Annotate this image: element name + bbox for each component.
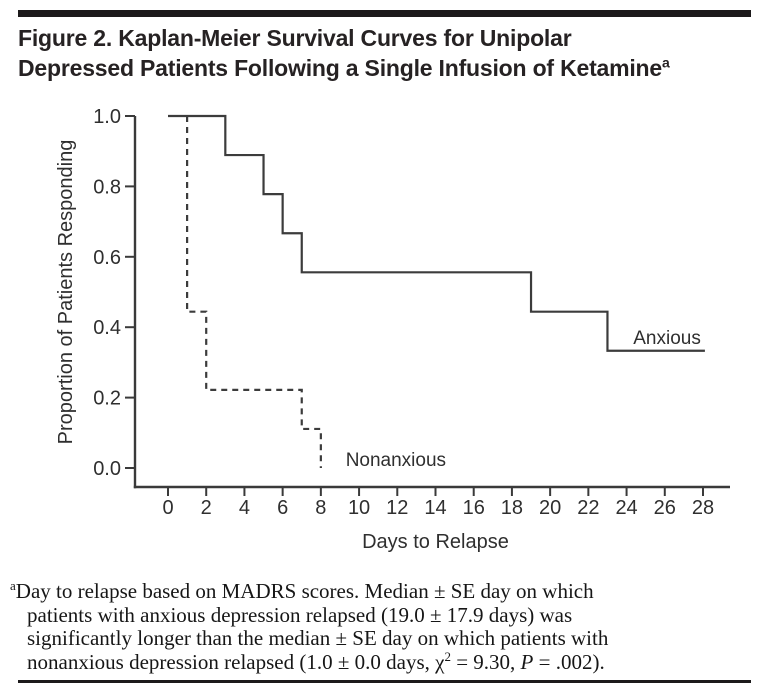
footnote-text-run: Day to relapse based on MADRS scores. Me… xyxy=(15,579,594,603)
series-anxious-curve xyxy=(168,114,705,352)
x-tick-label: 14 xyxy=(424,497,446,519)
x-tick-label: 28 xyxy=(692,497,714,519)
figure-footnote: aDay to relapse based on MADRS scores. M… xyxy=(10,578,758,675)
x-tick-label: 24 xyxy=(615,497,637,519)
figure-title: Figure 2. Kaplan-Meier Survival Curves f… xyxy=(18,24,763,83)
top-rule xyxy=(18,10,751,17)
x-tick-label: 16 xyxy=(463,497,485,519)
series-anxious-label: Anxious xyxy=(633,328,701,349)
footnote-text-run: a xyxy=(10,578,16,593)
x-tick-label: 26 xyxy=(654,497,676,519)
x-tick-label: 8 xyxy=(315,497,326,519)
x-tick-label: 18 xyxy=(501,497,523,519)
footnote-text-run: nonanxious depression relapsed (1.0 ± 0.… xyxy=(27,649,445,674)
x-tick-label: 6 xyxy=(277,497,288,519)
figure-title-line2: Depressed Patients Following a Single In… xyxy=(18,54,763,84)
footnote-line: nonanxious depression relapsed (1.0 ± 0.… xyxy=(10,648,758,675)
figure-title-footnote-marker: a xyxy=(662,53,670,70)
x-tick-label: 10 xyxy=(348,497,370,519)
y-axis-title: Proportion of Patients Responding xyxy=(55,140,77,445)
x-tick-label: 0 xyxy=(162,497,173,519)
footnote-text-run: = .002). xyxy=(533,649,605,674)
x-tick-label: 12 xyxy=(386,497,408,519)
bottom-rule xyxy=(18,680,751,683)
footnote-line: patients with anxious depression relapse… xyxy=(10,602,758,628)
figure-title-line1: Figure 2. Kaplan-Meier Survival Curves f… xyxy=(18,25,572,51)
footnote-line: significantly longer than the median ± S… xyxy=(10,626,758,651)
y-tick-label: 0.2 xyxy=(93,388,121,410)
series-nonanxious-curve xyxy=(186,116,322,468)
y-tick-label: 1.0 xyxy=(93,106,121,128)
y-tick-label: 0.8 xyxy=(93,176,121,198)
series-nonanxious-label: Nonanxious xyxy=(346,450,446,471)
footnote-text-run: patients with anxious depression relapse… xyxy=(27,602,573,627)
x-tick-label: 22 xyxy=(577,497,599,519)
footnote-line: aDay to relapse based on MADRS scores. M… xyxy=(10,578,758,604)
figure-title-line2-text: Depressed Patients Following a Single In… xyxy=(18,54,663,81)
x-tick-label: 20 xyxy=(539,497,561,519)
x-tick-label: 2 xyxy=(201,497,212,519)
x-axis-title: Days to Relapse xyxy=(362,531,509,553)
footnote-text-run: P xyxy=(520,649,534,674)
x-tick-label: 4 xyxy=(239,497,250,519)
y-tick-label: 0.6 xyxy=(93,247,121,269)
y-tick-label: 0.4 xyxy=(93,317,121,339)
y-tick-label: 0.0 xyxy=(93,458,121,480)
footnote-text-run: = 9.30, xyxy=(450,649,521,674)
footnote-text-run: 2 xyxy=(444,648,451,664)
footnote-text-run: significantly longer than the median ± S… xyxy=(27,626,609,651)
